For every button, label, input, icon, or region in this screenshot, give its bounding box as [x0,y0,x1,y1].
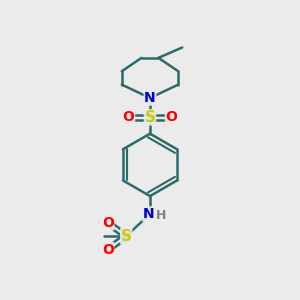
Text: O: O [123,110,134,124]
Text: O: O [166,110,177,124]
Text: N: N [143,207,154,221]
Text: S: S [121,229,132,244]
Text: O: O [102,216,114,230]
Text: S: S [145,110,155,125]
Text: O: O [102,243,114,256]
Text: H: H [156,209,166,222]
Text: N: N [144,91,156,105]
